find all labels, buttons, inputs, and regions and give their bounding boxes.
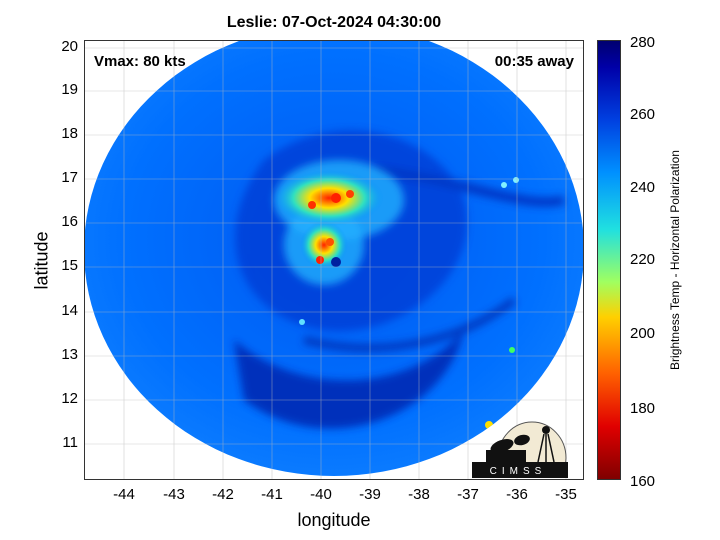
x-tick: -38 <box>408 486 430 503</box>
y-tick: 12 <box>61 390 78 407</box>
x-tick: -44 <box>113 486 135 503</box>
y-axis-label: latitude <box>31 231 52 290</box>
logo-text: CIMSS <box>490 466 547 477</box>
y-tick: 14 <box>61 302 78 319</box>
x-tick: -43 <box>163 486 185 503</box>
x-tick: -36 <box>506 486 528 503</box>
y-tick: 11 <box>62 434 78 451</box>
x-tick: -39 <box>359 486 381 503</box>
colorbar-tick: 220 <box>630 251 656 268</box>
y-tick: 17 <box>61 169 78 186</box>
cimss-logo: CIMSS <box>472 412 568 495</box>
y-tick: 16 <box>61 213 78 230</box>
time-away-label: 00:35 away <box>494 53 574 70</box>
y-tick: 13 <box>61 346 78 363</box>
x-tick: -37 <box>457 486 479 503</box>
vmax-label: Vmax: 80 kts <box>94 53 186 70</box>
y-tick: 15 <box>61 257 78 274</box>
x-tick: -40 <box>310 486 332 503</box>
x-tick: -41 <box>261 486 283 503</box>
x-tick: -42 <box>212 486 234 503</box>
colorbar-tick: 280 <box>630 34 656 51</box>
map-title: Leslie: 07-Oct-2024 04:30:00 <box>226 14 442 31</box>
swath-image <box>84 40 584 480</box>
y-tick: 18 <box>61 125 78 142</box>
colorbar-label: Brightness Temp - Horizontal Polarizatio… <box>668 150 682 370</box>
colorbar-tick: 260 <box>630 106 656 123</box>
colorbar-tick: 240 <box>630 179 656 196</box>
x-tick: -35 <box>555 486 577 503</box>
colorbar-tick: 180 <box>630 400 656 417</box>
y-tick: 19 <box>61 81 78 98</box>
colorbar <box>597 40 621 480</box>
y-tick: 20 <box>61 38 78 55</box>
x-axis-label: longitude <box>297 510 371 530</box>
colorbar-tick: 200 <box>630 325 656 342</box>
colorbar-tick: 160 <box>630 473 656 490</box>
